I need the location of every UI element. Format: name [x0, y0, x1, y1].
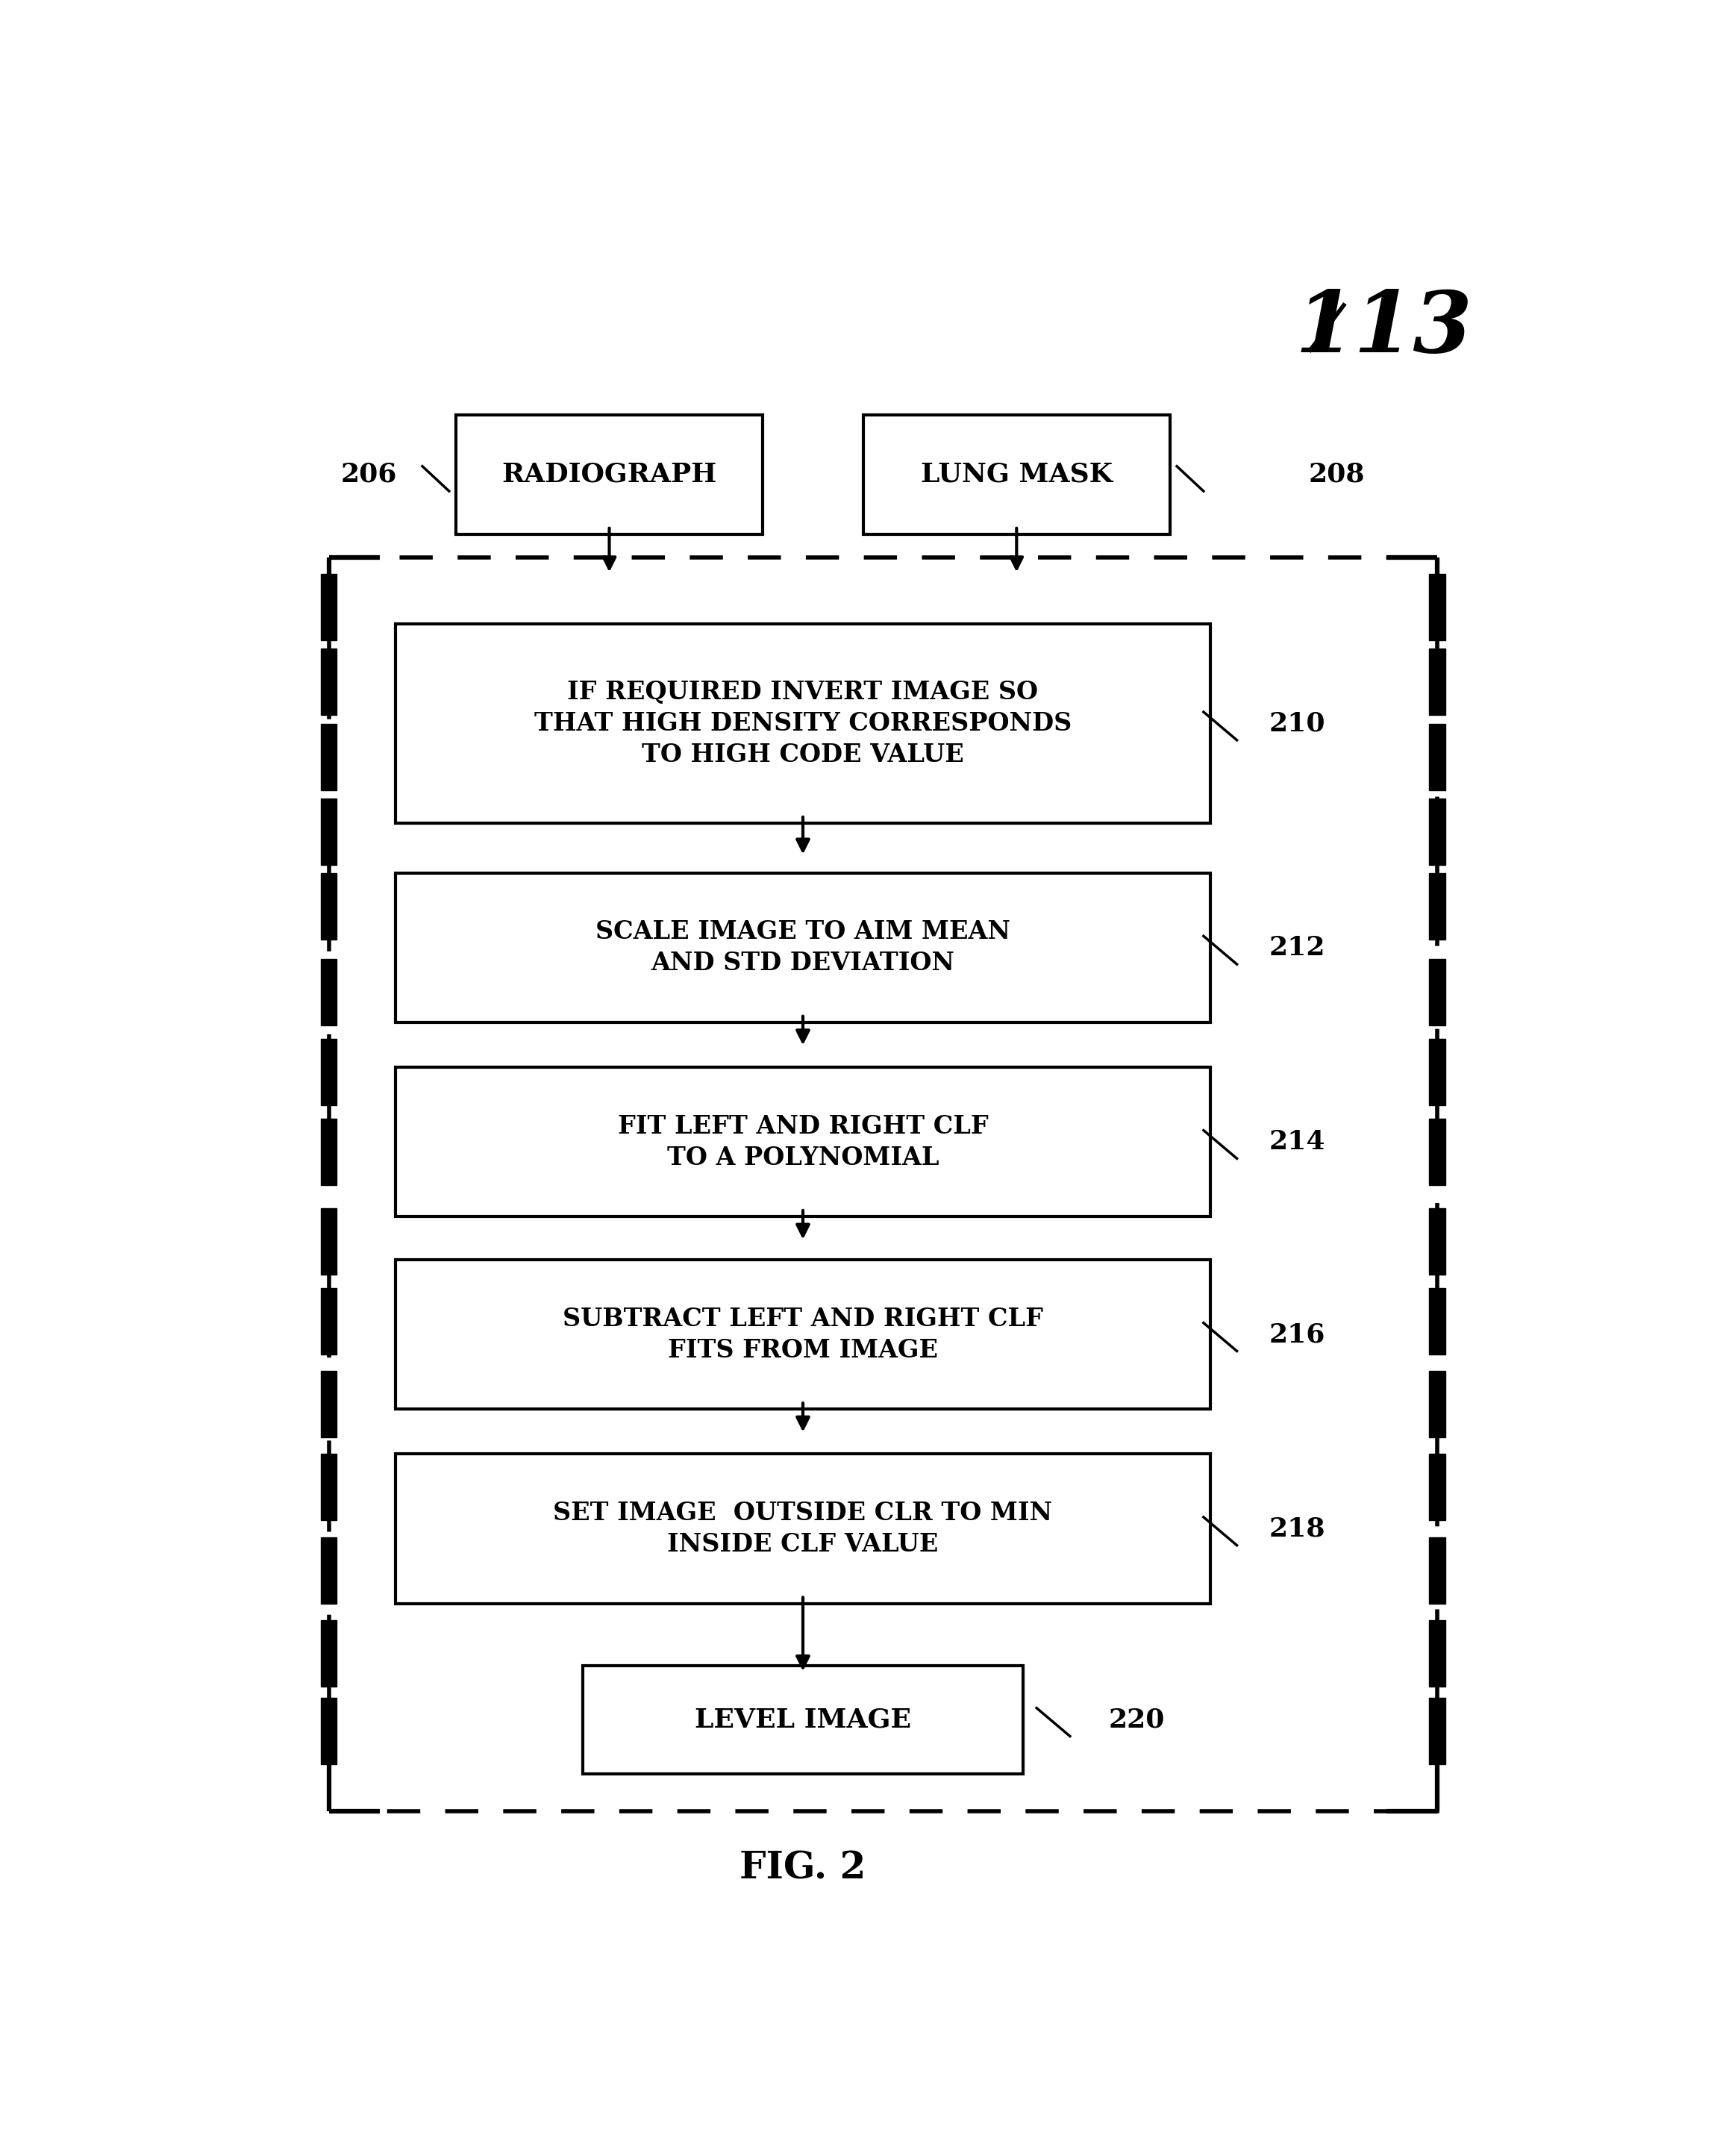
- FancyBboxPatch shape: [582, 1667, 1023, 1774]
- Text: 214: 214: [1268, 1130, 1325, 1156]
- FancyBboxPatch shape: [396, 873, 1210, 1022]
- Bar: [329, 558, 1437, 1811]
- Text: 216: 216: [1268, 1322, 1325, 1348]
- Text: SET IMAGE  OUTSIDE CLR TO MIN
INSIDE CLF VALUE: SET IMAGE OUTSIDE CLR TO MIN INSIDE CLF …: [553, 1501, 1053, 1557]
- Text: 210: 210: [1268, 711, 1325, 735]
- FancyBboxPatch shape: [396, 623, 1210, 824]
- Text: FIT LEFT AND RIGHT CLF
TO A POLYNOMIAL: FIT LEFT AND RIGHT CLF TO A POLYNOMIAL: [617, 1115, 989, 1171]
- FancyBboxPatch shape: [396, 1259, 1210, 1410]
- Text: 206: 206: [341, 461, 396, 487]
- Text: LUNG MASK: LUNG MASK: [920, 461, 1113, 487]
- FancyBboxPatch shape: [863, 414, 1170, 535]
- FancyBboxPatch shape: [396, 1067, 1210, 1216]
- FancyBboxPatch shape: [396, 1453, 1210, 1604]
- Text: 113: 113: [1296, 287, 1473, 371]
- Text: 218: 218: [1268, 1516, 1325, 1542]
- Text: RADIOGRAPH: RADIOGRAPH: [501, 461, 717, 487]
- Text: SCALE IMAGE TO AIM MEAN
AND STD DEVIATION: SCALE IMAGE TO AIM MEAN AND STD DEVIATIO…: [596, 921, 1010, 977]
- Text: 212: 212: [1268, 936, 1325, 959]
- Text: 208: 208: [1309, 461, 1365, 487]
- Text: SUBTRACT LEFT AND RIGHT CLF
FITS FROM IMAGE: SUBTRACT LEFT AND RIGHT CLF FITS FROM IM…: [563, 1307, 1042, 1363]
- FancyBboxPatch shape: [455, 414, 763, 535]
- Text: 220: 220: [1108, 1708, 1165, 1731]
- Text: IF REQUIRED INVERT IMAGE SO
THAT HIGH DENSITY CORRESPONDS
TO HIGH CODE VALUE: IF REQUIRED INVERT IMAGE SO THAT HIGH DE…: [534, 679, 1072, 768]
- Text: FIG. 2: FIG. 2: [739, 1850, 867, 1886]
- Text: LEVEL IMAGE: LEVEL IMAGE: [694, 1708, 911, 1731]
